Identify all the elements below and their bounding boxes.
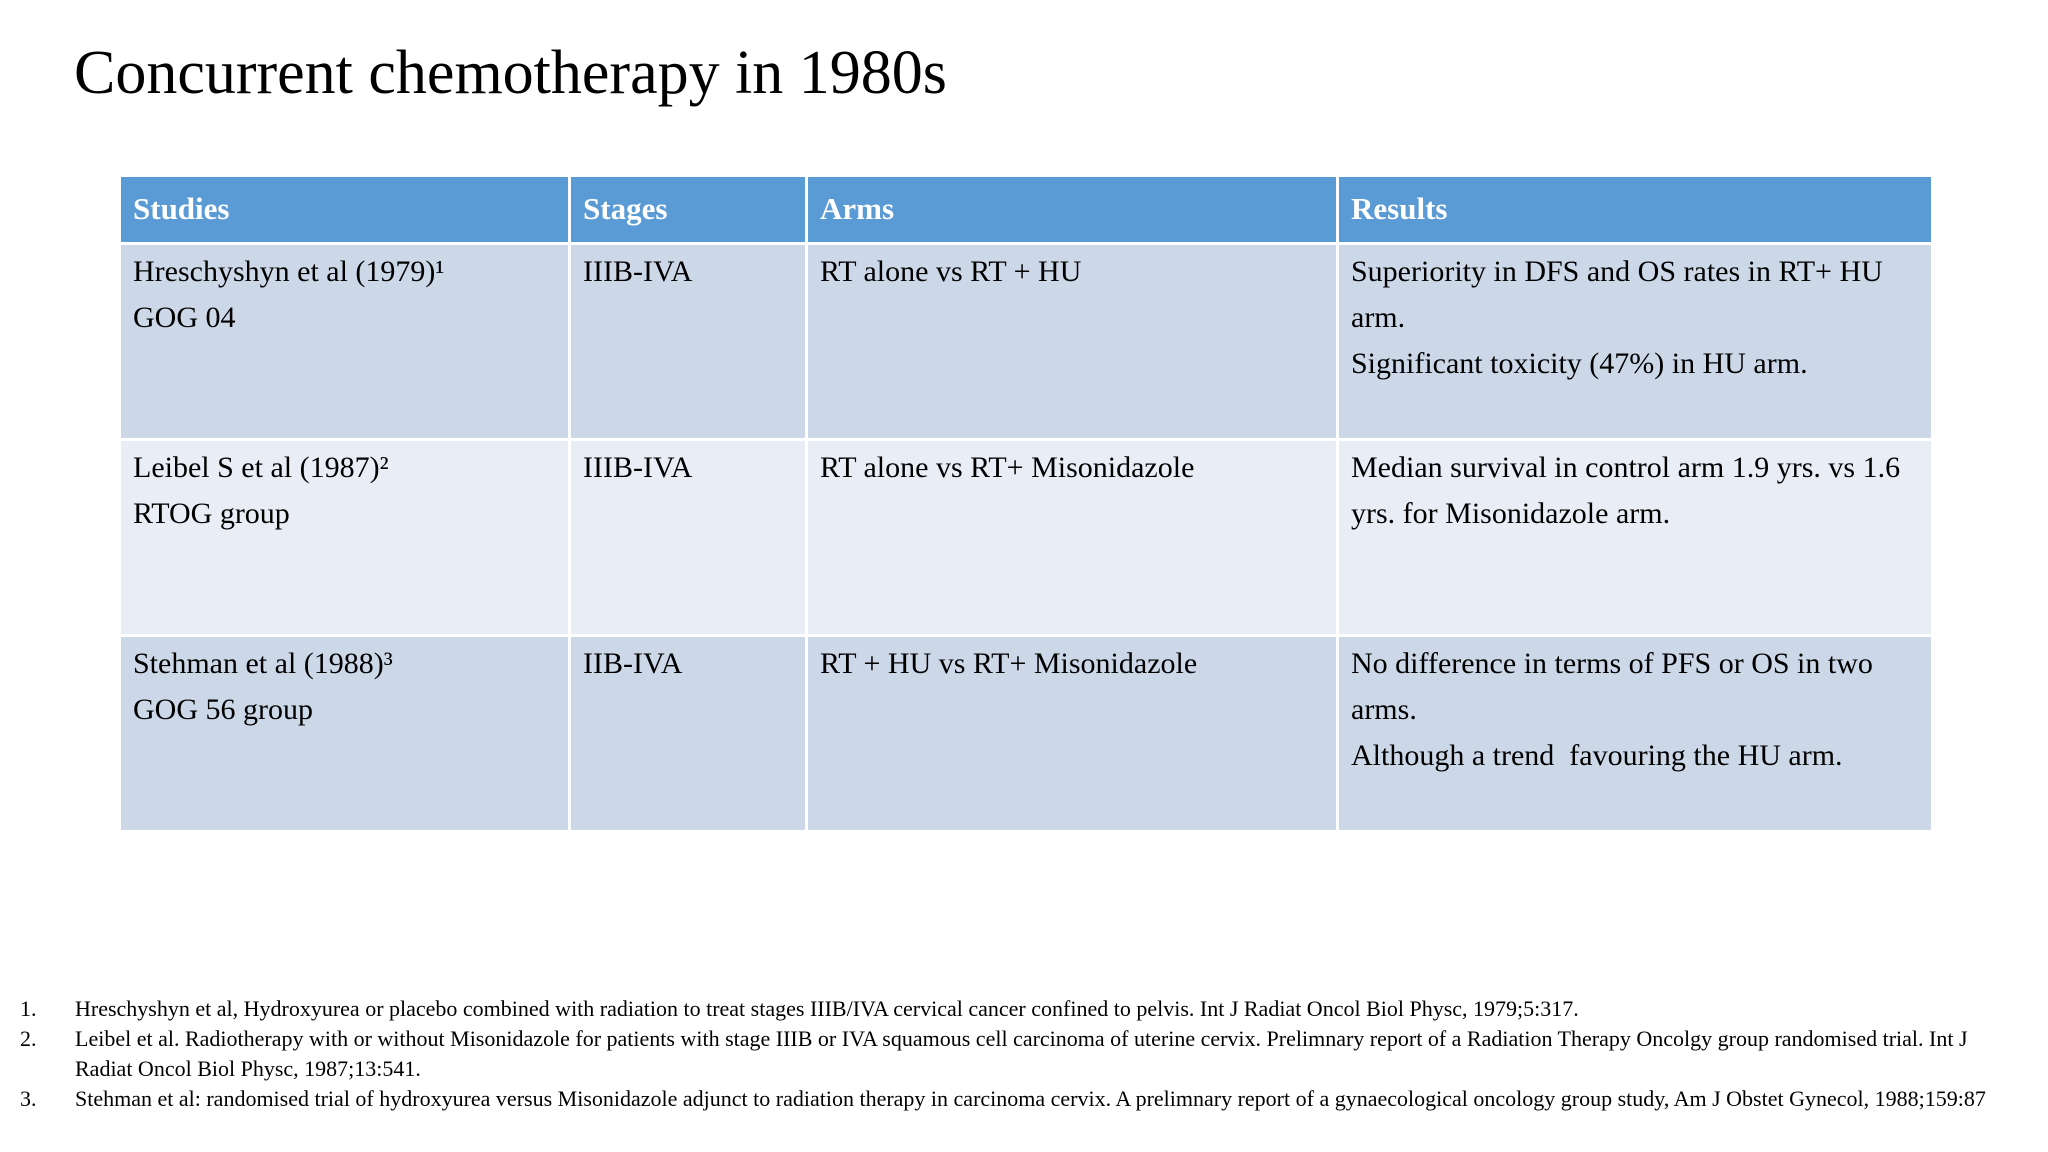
study-name: Leibel S et al (1987)² xyxy=(133,451,389,484)
arms-cell: RT + HU vs RT+ Misonidazole xyxy=(805,634,1339,833)
footnote-number: 3. xyxy=(20,1086,37,1111)
footnote-item: 3. Stehman et al: randomised trial of hy… xyxy=(16,1084,1988,1114)
studies-table: Studies Stages Arms Results Hreschyshyn … xyxy=(118,174,1934,833)
footnote-text: Hreschyshyn et al, Hydroxyurea or placeb… xyxy=(75,996,1579,1021)
study-group: RTOG group xyxy=(133,497,290,530)
stages-cell: IIIB-IVA xyxy=(568,438,808,637)
column-header-results: Results xyxy=(1336,174,1934,245)
footnote-item: 2. Leibel et al. Radiotherapy with or wi… xyxy=(16,1024,1988,1084)
page-title: Concurrent chemotherapy in 1980s xyxy=(74,39,947,107)
table-header-row: Studies Stages Arms Results xyxy=(118,174,1934,245)
footnote-text: Stehman et al: randomised trial of hydro… xyxy=(75,1086,1986,1111)
arms-cell: RT alone vs RT+ Misonidazole xyxy=(805,438,1339,637)
table-row: Stehman et al (1988)³ GOG 56 group IIB-I… xyxy=(118,634,1934,833)
table-row: Leibel S et al (1987)² RTOG group IIIB-I… xyxy=(118,438,1934,637)
footnote-text: Leibel et al. Radiotherapy with or witho… xyxy=(75,1026,1974,1081)
result-sentence: Significant toxicity (47%) in HU arm. xyxy=(1351,347,1808,380)
studies-cell: Leibel S et al (1987)² RTOG group xyxy=(118,438,571,637)
study-name: Stehman et al (1988)³ xyxy=(133,647,393,680)
stages-cell: IIIB-IVA xyxy=(568,242,808,441)
column-header-arms: Arms xyxy=(805,174,1339,245)
column-header-stages: Stages xyxy=(568,174,808,245)
footnote-number: 2. xyxy=(20,1026,37,1051)
results-cell: Superiority in DFS and OS rates in RT+ H… xyxy=(1336,242,1934,441)
footnote-number: 1. xyxy=(20,996,37,1021)
study-group: GOG 56 group xyxy=(133,693,313,726)
arms-cell: RT alone vs RT + HU xyxy=(805,242,1339,441)
study-group: GOG 04 xyxy=(133,301,236,334)
table-row: Hreschyshyn et al (1979)¹ GOG 04 IIIB-IV… xyxy=(118,242,1934,441)
footnotes-list: 1. Hreschyshyn et al, Hydroxyurea or pla… xyxy=(16,994,1988,1114)
result-sentence: Although a trend favouring the HU arm. xyxy=(1351,739,1843,772)
footnote-item: 1. Hreschyshyn et al, Hydroxyurea or pla… xyxy=(16,994,1988,1024)
stages-cell: IIB-IVA xyxy=(568,634,808,833)
results-cell: No difference in terms of PFS or OS in t… xyxy=(1336,634,1934,833)
study-name: Hreschyshyn et al (1979)¹ xyxy=(133,255,445,288)
result-sentence: Superiority in DFS and OS rates in RT+ H… xyxy=(1351,255,1891,334)
results-cell: Median survival in control arm 1.9 yrs. … xyxy=(1336,438,1934,637)
result-sentence: No difference in terms of PFS or OS in t… xyxy=(1351,647,1881,726)
column-header-studies: Studies xyxy=(118,174,571,245)
studies-cell: Stehman et al (1988)³ GOG 56 group xyxy=(118,634,571,833)
studies-cell: Hreschyshyn et al (1979)¹ GOG 04 xyxy=(118,242,571,441)
result-sentence: Median survival in control arm 1.9 yrs. … xyxy=(1351,451,1908,530)
